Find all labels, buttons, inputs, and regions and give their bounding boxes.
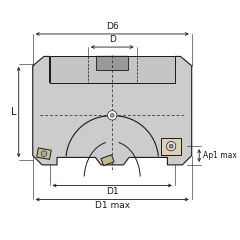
Text: L: L (11, 107, 17, 117)
Circle shape (41, 151, 47, 156)
Text: Ap1 max: Ap1 max (203, 151, 237, 160)
Circle shape (108, 111, 117, 120)
Circle shape (169, 144, 173, 148)
Text: D1 max: D1 max (95, 201, 130, 210)
Text: D: D (109, 35, 116, 44)
Circle shape (110, 114, 114, 117)
Polygon shape (37, 148, 51, 159)
Polygon shape (96, 56, 128, 70)
Text: D6: D6 (106, 22, 119, 31)
Circle shape (167, 142, 176, 151)
Polygon shape (33, 56, 192, 165)
Polygon shape (101, 155, 114, 166)
Polygon shape (161, 138, 181, 155)
Text: D1: D1 (106, 187, 119, 196)
Polygon shape (50, 56, 175, 83)
